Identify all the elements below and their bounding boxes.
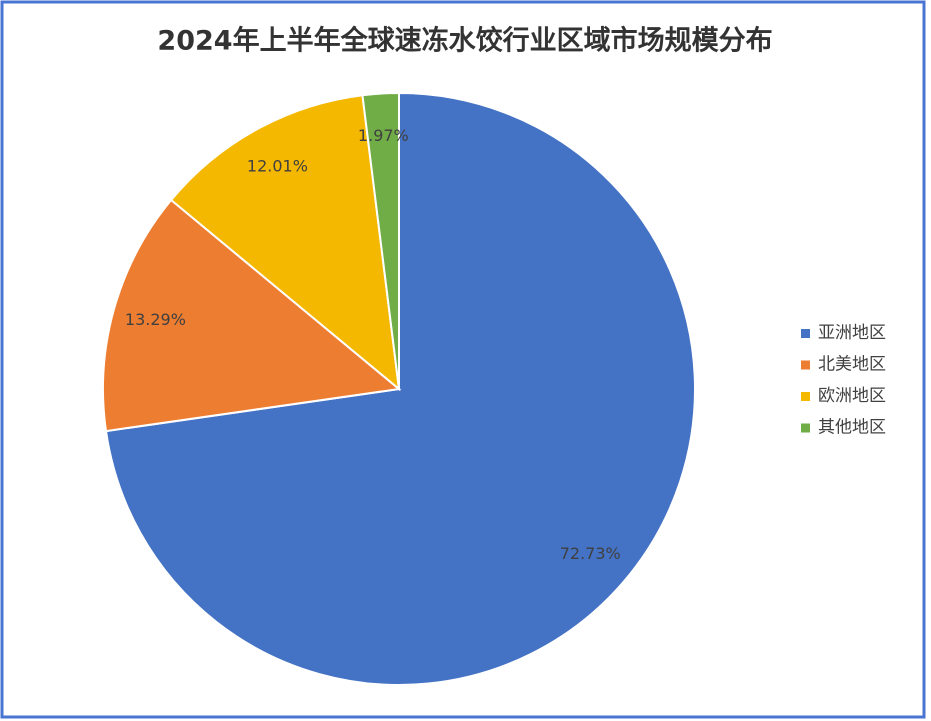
legend-label: 亚洲地区 — [818, 323, 886, 343]
legend-label: 欧洲地区 — [818, 386, 886, 406]
data-label: 1.97% — [358, 126, 409, 145]
data-label: 13.29% — [125, 310, 186, 329]
pie-slice — [102, 198, 402, 433]
legend-label: 北美地区 — [818, 355, 886, 375]
pie-slice — [169, 94, 401, 392]
chart-title: 2024年上半年全球速冻水饺行业区域市场规模分布 — [157, 25, 772, 57]
legend-swatch — [801, 329, 810, 338]
legend-swatch — [801, 360, 810, 370]
legend-label: 其他地区 — [818, 418, 886, 438]
data-label: 72.73% — [560, 544, 621, 563]
legend-swatch — [801, 423, 810, 433]
data-label: 12.01% — [247, 157, 308, 176]
legend-swatch — [801, 392, 810, 401]
pie-slice — [361, 91, 400, 390]
